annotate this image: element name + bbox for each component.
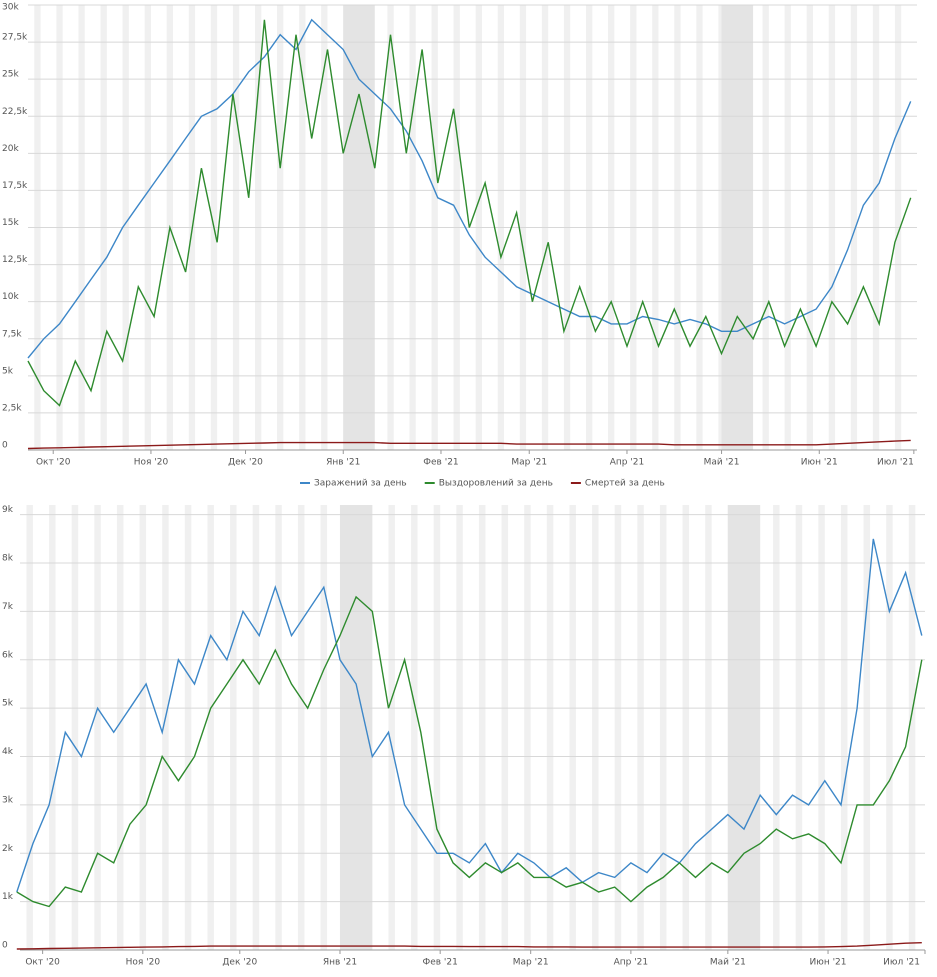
x-tick-label: Ноя '20: [134, 458, 169, 468]
x-tick-label: Июл '21: [883, 958, 920, 968]
x-tick-label: Мар '21: [513, 958, 549, 968]
legend-label: Выздоровлений за день: [439, 479, 553, 489]
x-tick-label: Июн '21: [801, 458, 838, 468]
weekend-band: [94, 505, 101, 950]
y-tick-label: 5k: [2, 699, 14, 709]
y-tick-label: 30k: [2, 3, 19, 13]
holiday-band: [339, 505, 373, 950]
weekend-band: [297, 505, 305, 950]
weekend-band: [682, 505, 690, 950]
series-line: [16, 538, 923, 893]
weekend-band: [863, 505, 871, 950]
y-tick-label: 2k: [2, 844, 14, 854]
x-tick-label: Окт '20: [25, 958, 60, 968]
legend-label: Смертей за день: [585, 479, 665, 489]
y-tick-label: 22,5k: [2, 107, 28, 117]
weekend-band: [388, 505, 395, 950]
weekend-band: [230, 505, 237, 950]
weekend-band: [524, 505, 531, 950]
weekend-band: [569, 505, 576, 950]
y-tick-label: 0: [2, 941, 8, 951]
y-tick-label: 10k: [2, 292, 19, 302]
series-line: [16, 595, 923, 908]
weekend-band: [795, 505, 803, 950]
weekend-band: [275, 505, 282, 950]
weekend-band: [637, 505, 644, 950]
y-tick-label: 12,5k: [2, 255, 28, 265]
x-tick-label: Апр '21: [610, 458, 645, 468]
x-tick-label: Июн '21: [810, 958, 847, 968]
y-tick-label: 17,5k: [2, 181, 28, 191]
y-tick-label: 4k: [2, 747, 14, 757]
x-tick-label: Ноя '20: [126, 958, 161, 968]
weekend-band: [478, 505, 486, 950]
weekend-band: [162, 505, 169, 950]
weekend-band: [411, 505, 418, 950]
x-tick-label: Дек '20: [228, 458, 263, 468]
series-line: [27, 18, 912, 359]
weekend-band: [592, 505, 599, 950]
weekend-band: [456, 505, 463, 950]
weekend-band: [252, 505, 260, 950]
weekend-band: [818, 505, 825, 950]
y-tick-label: 1k: [2, 892, 14, 902]
x-tick-label: Дек '20: [222, 958, 257, 968]
y-tick-label: 20k: [2, 144, 19, 154]
y-tick-label: 6k: [2, 650, 14, 660]
y-tick-label: 2,5k: [2, 403, 22, 413]
x-tick-label: Мар '21: [511, 458, 547, 468]
weekend-band: [71, 505, 79, 950]
weekend-band: [659, 505, 667, 950]
weekend-band: [773, 505, 780, 950]
weekend-band: [433, 505, 441, 950]
y-tick-label: 9k: [2, 505, 14, 515]
x-tick-label: Янв '21: [326, 458, 360, 468]
weekend-band: [705, 505, 712, 950]
weekend-band: [614, 505, 622, 950]
x-tick-label: Июл '21: [877, 458, 914, 468]
x-tick-label: Янв '21: [323, 958, 357, 968]
weekend-band: [840, 505, 848, 950]
y-tick-label: 3k: [2, 795, 14, 805]
x-tick-label: Окт '20: [36, 458, 71, 468]
weekend-band: [139, 505, 147, 950]
x-tick-label: Май '21: [704, 458, 740, 468]
y-tick-label: 8k: [2, 554, 14, 564]
y-tick-label: 5k: [2, 366, 14, 376]
legend-label: Заражений за день: [314, 479, 407, 489]
x-tick-label: Май '21: [710, 958, 746, 968]
x-tick-label: Фев '21: [422, 958, 457, 968]
weekend-band: [546, 505, 554, 950]
weekend-band: [116, 505, 124, 950]
series-line: [27, 439, 911, 450]
x-tick-label: Фев '21: [423, 458, 458, 468]
series-line: [27, 19, 912, 407]
weekend-band: [886, 505, 893, 950]
weekend-band: [207, 505, 214, 950]
holiday-band: [727, 505, 761, 950]
weekend-band: [501, 505, 509, 950]
y-tick-label: 27,5k: [2, 33, 28, 43]
y-tick-label: 25k: [2, 70, 19, 80]
weekend-band: [184, 505, 192, 950]
weekend-band: [320, 505, 328, 950]
series-line: [16, 942, 922, 950]
y-tick-label: 0: [2, 441, 8, 451]
y-tick-label: 7,5k: [2, 329, 22, 339]
weekend-band: [908, 505, 916, 950]
x-tick-label: Апр '21: [614, 958, 649, 968]
weekend-band: [49, 505, 56, 950]
y-tick-label: 7k: [2, 602, 14, 612]
y-tick-label: 15k: [2, 218, 19, 228]
weekend-band: [26, 505, 33, 950]
